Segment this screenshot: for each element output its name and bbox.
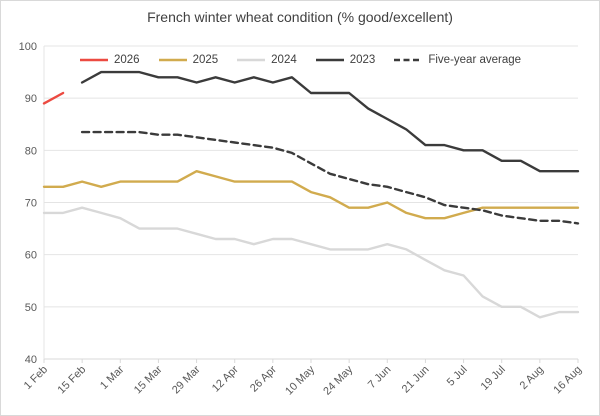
legend-label-2024: 2024 <box>271 54 297 66</box>
x-axis-label: 1 Mar <box>98 363 127 392</box>
series-line-five-year-average <box>80 130 580 225</box>
y-axis-label-90: 90 <box>25 93 37 105</box>
legend: 2026 2025 2024 2023 Five-year average <box>1 54 599 66</box>
x-axis-label: 5 Jul <box>445 364 470 389</box>
y-axis-label-50: 50 <box>25 302 37 314</box>
x-axis-label: 15 Feb <box>56 364 89 397</box>
series-line-2023 <box>80 70 580 173</box>
x-axis-label: 26 Apr <box>248 363 279 394</box>
legend-swatch-five-year-average <box>394 58 423 62</box>
x-axis-label: 21 Jun <box>400 364 432 396</box>
legend-swatch-2023 <box>315 58 344 62</box>
x-axis-label: 16 Aug <box>551 364 584 397</box>
legend-item-2025: 2025 <box>158 54 219 66</box>
legend-label-five-year-average: Five-year average <box>428 54 522 66</box>
x-axis-label: 24 May <box>321 363 355 397</box>
legend-item-five-year-average: Five-year average <box>393 54 521 66</box>
legend-item-2026: 2026 <box>79 54 140 66</box>
legend-swatch-2024 <box>237 58 266 62</box>
x-axis-label: 10 May <box>283 363 317 397</box>
series-line-2026 <box>42 91 65 105</box>
legend-item-2024: 2024 <box>236 54 297 66</box>
legend-label-2025: 2025 <box>192 54 219 66</box>
x-axis-label: 12 Apr <box>210 363 241 394</box>
legend-label-2026: 2026 <box>113 54 140 66</box>
series-line-2025 <box>42 170 580 220</box>
legend-swatch-2026 <box>79 58 108 62</box>
y-axis-label-80: 80 <box>25 145 37 157</box>
legend-item-2023: 2023 <box>315 54 376 66</box>
y-axis-label-40: 40 <box>25 354 37 366</box>
x-axis-label: 19 Jul <box>479 364 508 393</box>
y-axis-label-70: 70 <box>25 198 37 210</box>
x-axis-label: 15 Mar <box>132 363 165 396</box>
chart-title: French winter wheat condition (% good/ex… <box>147 9 453 25</box>
legend-label-2023: 2023 <box>349 54 376 66</box>
y-axis-label-100: 100 <box>19 41 37 53</box>
x-axis-label: 7 Jun <box>366 364 394 392</box>
x-axis-label: 1 Feb <box>22 364 50 392</box>
x-axis-label: 29 Mar <box>170 363 203 396</box>
x-axis-label: 2 Aug <box>518 364 546 392</box>
legend-swatch-2025 <box>158 58 187 62</box>
y-axis-label-60: 60 <box>25 250 37 262</box>
series-line-2024 <box>42 206 580 319</box>
